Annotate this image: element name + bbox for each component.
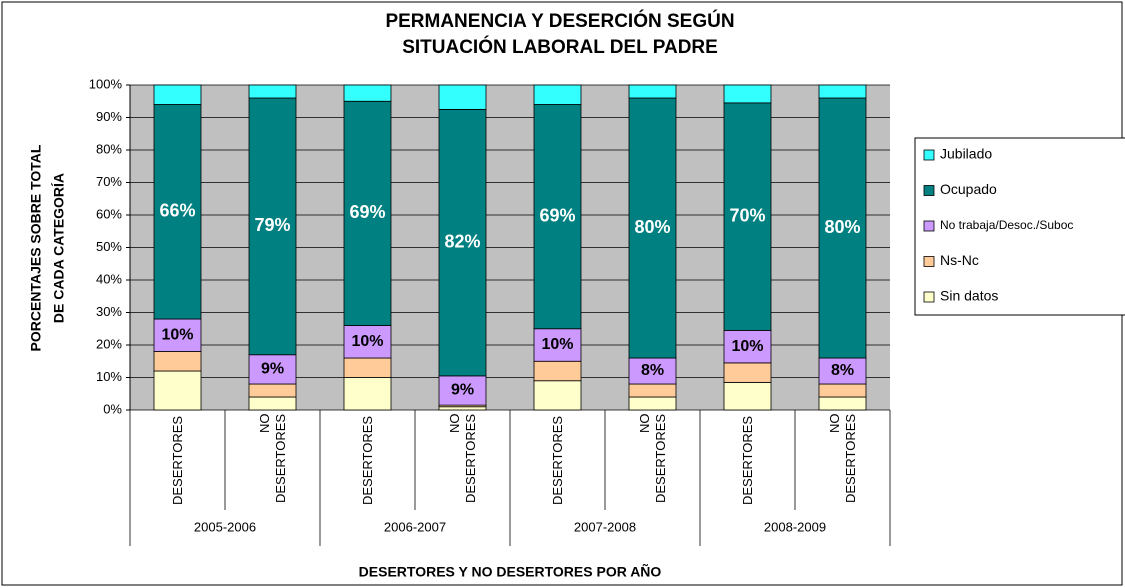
data-label: 10% (731, 338, 763, 355)
bar-segment (533, 360, 582, 382)
x-tick-label: DESERTORES (169, 415, 185, 505)
bar-segment (153, 351, 202, 372)
bar-segment (628, 97, 677, 359)
bar-segment (153, 104, 202, 320)
x-tick-label: NO DESERTORES (256, 414, 288, 504)
data-label: 66% (159, 201, 195, 221)
bar-segment (723, 329, 772, 364)
bar-segment (248, 383, 297, 398)
bar-segment (438, 406, 487, 411)
y-axis-label: PORCENTAJES SOBRE TOTAL (28, 144, 44, 351)
legend-swatch (923, 291, 935, 303)
y-tick-label: 30% (96, 304, 122, 319)
bar-segment (818, 84, 867, 99)
data-label: 10% (161, 326, 193, 343)
x-tick-label: DESERTORES (549, 415, 565, 505)
x-axis-label: DESERTORES Y NO DESERTORES POR AÑO (359, 563, 662, 580)
y-tick-label: 50% (96, 239, 122, 254)
bar-segment (343, 357, 392, 378)
legend-swatch (923, 256, 935, 267)
bar-segment (628, 396, 677, 411)
data-label: 82% (444, 231, 480, 251)
y-tick-label: 70% (96, 174, 122, 189)
data-label: 10% (541, 336, 573, 353)
y-tick-label: 100% (89, 76, 123, 91)
bar-segment (153, 318, 202, 352)
x-tick-label: NO DESERTORES (446, 414, 478, 504)
x-tick-label: NO DESERTORES (826, 414, 858, 504)
bar-segment (153, 84, 202, 105)
x-tick-label: NO DESERTORES (636, 414, 668, 504)
y-tick-label: 90% (96, 109, 122, 124)
data-label: 8% (831, 362, 854, 379)
bar-segment (343, 325, 392, 359)
bar-segment (628, 357, 677, 385)
legend (914, 137, 1125, 316)
bar-segment (248, 354, 297, 385)
chart-title: PERMANENCIA Y DESERCIÓN SEGÚN (385, 10, 734, 32)
y-axis-label: DE CADA CATEGORÍA (51, 173, 67, 323)
group-label: 2005-2006 (194, 519, 256, 534)
bar-segment (628, 84, 677, 99)
bar-segment (153, 370, 202, 411)
data-label: 79% (254, 215, 290, 235)
bar-segment (723, 381, 772, 411)
x-tick-label: DESERTORES (359, 415, 375, 505)
legend-label: Ns-Nc (940, 252, 979, 268)
bar-segment (438, 84, 487, 110)
bar-segment (343, 84, 392, 102)
bar-segment (628, 383, 677, 398)
bar-segment (723, 84, 772, 104)
data-label: 10% (351, 333, 383, 350)
data-label: 80% (634, 217, 670, 237)
bar-segment (818, 383, 867, 398)
bar-segment (248, 97, 297, 356)
bar-segment (248, 84, 297, 99)
bar-segment (438, 108, 487, 377)
data-label: 69% (349, 202, 385, 222)
data-label: 9% (451, 382, 474, 399)
bar-segment (533, 84, 582, 105)
bar-segment (723, 362, 772, 383)
bar-segment (818, 97, 867, 359)
legend-swatch (923, 185, 935, 196)
bar-segment (723, 102, 772, 331)
legend-label: Ocupado (940, 181, 997, 197)
legend-label: Sin datos (940, 288, 998, 304)
data-label: 70% (729, 205, 765, 225)
y-tick-label: 40% (96, 271, 122, 286)
x-tick-label: DESERTORES (739, 415, 755, 505)
bar-segment (533, 380, 582, 411)
bar-segment (818, 396, 867, 411)
bar-segment (343, 377, 392, 411)
y-tick-label: 10% (96, 369, 122, 384)
bar-segment (533, 104, 582, 330)
chart-title: SITUACIÓN LABORAL DEL PADRE (402, 36, 718, 58)
bar-segment (438, 375, 487, 406)
data-label: 69% (539, 205, 575, 225)
y-tick-label: 80% (96, 141, 122, 156)
legend-label: Jubilado (940, 146, 992, 162)
y-tick-label: 0% (103, 401, 122, 416)
data-label: 9% (261, 361, 284, 378)
group-label: 2007-2008 (574, 519, 636, 534)
y-tick-label: 60% (96, 206, 122, 221)
bar-segment (818, 357, 867, 385)
legend-label: No trabaja/Desoc./Suboc (940, 218, 1073, 232)
group-label: 2006-2007 (384, 519, 446, 534)
legend-swatch (923, 220, 935, 232)
bar-segment (248, 396, 297, 411)
y-tick-label: 20% (96, 336, 122, 351)
group-label: 2008-2009 (764, 519, 826, 534)
data-label: 8% (641, 362, 664, 379)
legend-swatch (923, 149, 935, 161)
data-label: 80% (824, 217, 860, 237)
